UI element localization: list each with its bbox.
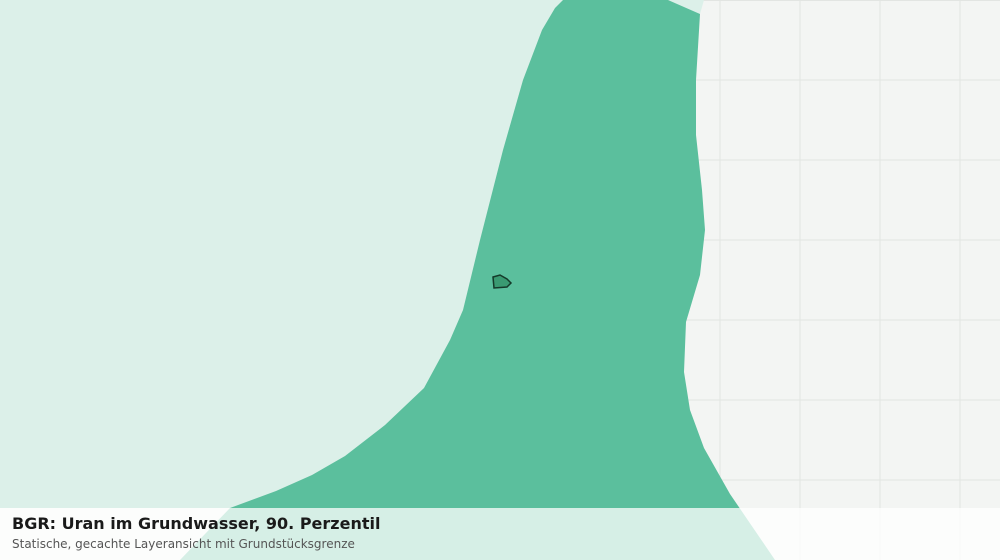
parcel-boundary xyxy=(492,274,513,289)
low-zone xyxy=(0,0,704,508)
subtitle: Statische, gecachte Layeransicht mit Gru… xyxy=(12,537,355,551)
caption: BGR: Uran im Grundwasser, 90. Perzentil … xyxy=(0,508,1000,560)
title: BGR: Uran im Grundwasser, 90. Perzentil xyxy=(12,514,381,533)
high-zone xyxy=(180,0,775,560)
